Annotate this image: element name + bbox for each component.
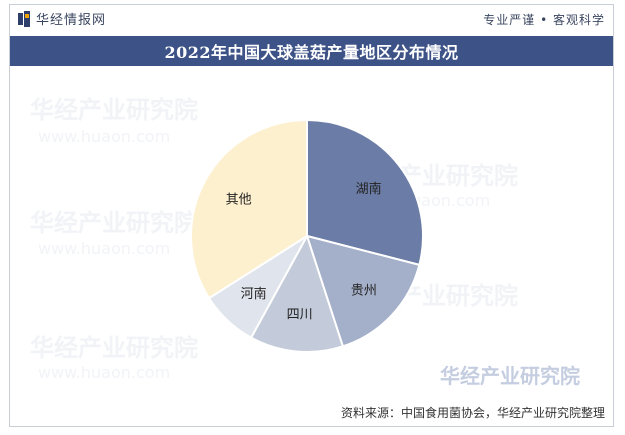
slice-label: 河南 — [241, 286, 267, 302]
top-bar: 华经情报网 专业严谨 • 客观科学 — [10, 6, 613, 32]
pie-slice — [306, 118, 424, 267]
slice-label: 四川 — [287, 308, 313, 323]
title-bar: 2022年中国大球盖菇产量地区分布情况 — [10, 36, 613, 66]
slice-label: 湖南 — [356, 181, 382, 197]
slice-label: 贵州 — [351, 283, 377, 298]
brand: 华经情报网 — [18, 9, 106, 28]
slogan: 专业严谨 • 客观科学 — [483, 13, 605, 27]
brand-name: 华经情报网 — [36, 13, 107, 28]
pie-slice — [305, 234, 421, 348]
chart-title: 2022年中国大球盖菇产量地区分布情况 — [164, 43, 459, 62]
pie-slice — [249, 233, 345, 353]
slice-label: 其他 — [226, 192, 252, 207]
source-note: 资料来源：中国食用菌协会，华经产业研究院整理 — [340, 406, 605, 420]
chart-frame — [9, 4, 614, 427]
brand-logo-icon — [18, 10, 30, 27]
pie-slice — [190, 118, 308, 300]
chart-area: 华经产业研究院 www.huaon.com 华经产业研究院 www.huaon.… — [10, 66, 613, 400]
